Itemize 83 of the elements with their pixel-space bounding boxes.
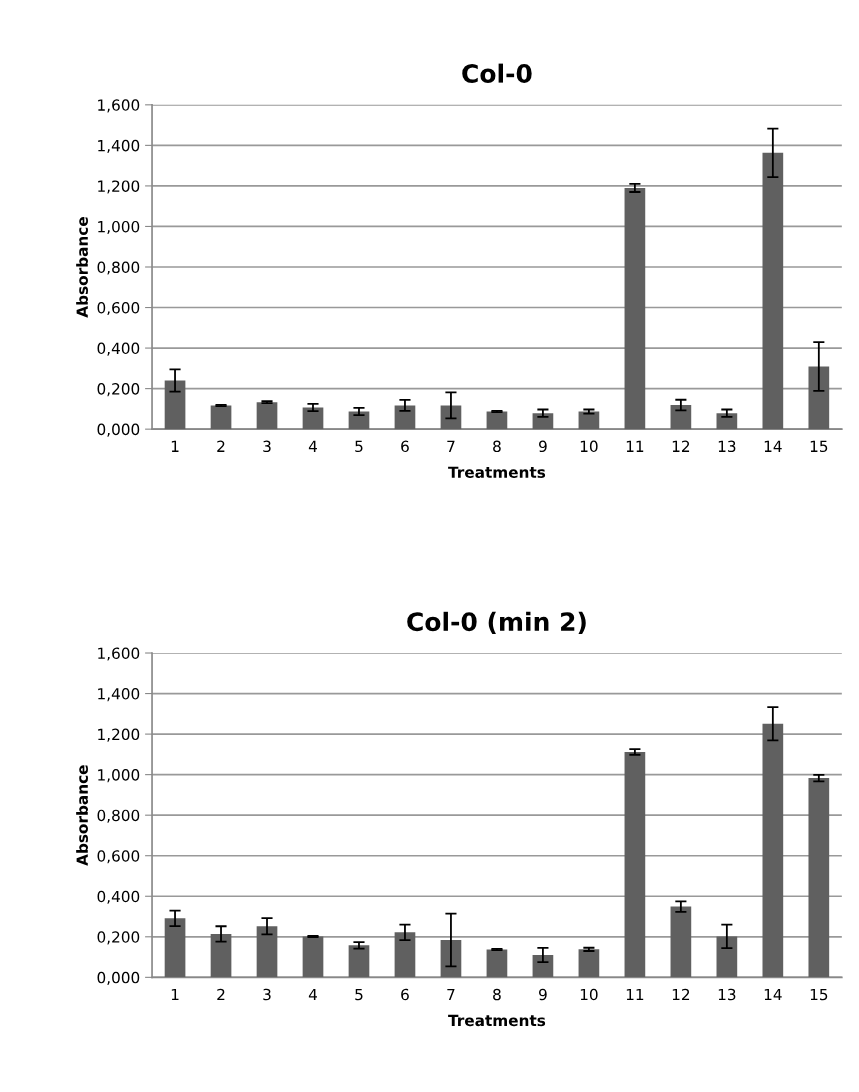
bar bbox=[164, 380, 186, 430]
chart-title: Col-0 (min 2) bbox=[407, 611, 586, 635]
bar bbox=[440, 405, 462, 430]
x-tick-label: 8 bbox=[493, 440, 501, 453]
y-tick-label: 0,600 bbox=[97, 302, 140, 316]
bar bbox=[164, 918, 186, 978]
bar bbox=[394, 405, 416, 430]
bar bbox=[532, 413, 554, 430]
bar bbox=[716, 936, 738, 978]
x-tick-label: 11 bbox=[626, 440, 644, 452]
y-tick-label: 0,000 bbox=[97, 971, 140, 985]
bar bbox=[762, 723, 784, 978]
x-tick-label: 7 bbox=[447, 988, 455, 1001]
x-tick-label: 14 bbox=[764, 988, 782, 1001]
bar bbox=[808, 778, 830, 978]
x-tick-label: 2 bbox=[217, 440, 225, 452]
x-tick-label: 8 bbox=[493, 988, 501, 1001]
x-tick-label: 10 bbox=[580, 440, 598, 453]
y-tick-label: 1,200 bbox=[98, 180, 140, 194]
x-tick-label: 2 bbox=[217, 988, 225, 1001]
bar bbox=[486, 411, 508, 430]
y-tick-label: 1,200 bbox=[98, 728, 140, 742]
y-tick-label: 1,400 bbox=[98, 139, 140, 153]
x-tick-label: 1 bbox=[171, 440, 179, 452]
y-tick-label: 0,000 bbox=[97, 423, 140, 437]
y-tick-label: 0,200 bbox=[97, 383, 140, 397]
bar bbox=[302, 936, 324, 978]
y-axis-title: Absorbance bbox=[76, 217, 88, 318]
x-tick-label: 5 bbox=[355, 440, 363, 453]
bar bbox=[256, 402, 278, 430]
chart-title: Col-0 bbox=[462, 63, 532, 83]
y-tick-label: 0,400 bbox=[97, 342, 140, 356]
y-tick-label: 0,600 bbox=[97, 850, 140, 864]
y-tick-label: 0,400 bbox=[97, 890, 140, 904]
bar bbox=[302, 407, 324, 430]
y-tick-label: 1,400 bbox=[98, 688, 140, 702]
x-tick-label: 14 bbox=[764, 440, 782, 452]
bar bbox=[394, 932, 416, 978]
bar bbox=[624, 187, 646, 430]
x-tick-label: 13 bbox=[718, 440, 736, 453]
x-tick-label: 13 bbox=[718, 988, 736, 1001]
x-tick-label: 6 bbox=[401, 988, 409, 1001]
bar bbox=[532, 955, 554, 978]
bar bbox=[578, 411, 600, 430]
x-axis-title: Treatments bbox=[448, 1014, 546, 1027]
bar bbox=[486, 949, 508, 978]
x-tick-label: 1 bbox=[171, 988, 179, 1001]
x-tick-label: 9 bbox=[539, 988, 547, 1001]
x-tick-label: 12 bbox=[672, 440, 690, 452]
x-axis-title: Treatments bbox=[448, 466, 546, 478]
y-axis-title: Absorbance bbox=[76, 765, 88, 866]
x-tick-label: 12 bbox=[672, 988, 690, 1001]
x-tick-label: 10 bbox=[580, 988, 598, 1001]
y-tick-label: 1,600 bbox=[98, 647, 140, 661]
y-tick-label: 1,600 bbox=[98, 99, 140, 113]
bar bbox=[624, 751, 646, 978]
x-tick-label: 7 bbox=[447, 440, 455, 452]
bar bbox=[440, 940, 462, 978]
x-tick-label: 9 bbox=[539, 440, 547, 453]
bar bbox=[670, 906, 692, 978]
bar bbox=[578, 949, 600, 978]
y-tick-label: 1,000 bbox=[98, 220, 140, 235]
y-tick-label: 1,000 bbox=[98, 769, 140, 783]
bar bbox=[210, 405, 232, 430]
bar bbox=[762, 152, 784, 430]
bar bbox=[808, 366, 830, 430]
bar bbox=[348, 945, 370, 978]
x-tick-label: 3 bbox=[263, 988, 271, 1001]
x-tick-label: 4 bbox=[308, 440, 317, 452]
x-tick-label: 3 bbox=[263, 440, 271, 453]
y-tick-label: 0,800 bbox=[97, 261, 140, 275]
bar bbox=[716, 413, 738, 430]
x-tick-label: 15 bbox=[810, 988, 828, 1001]
y-tick-label: 0,200 bbox=[97, 931, 140, 945]
bar bbox=[210, 933, 232, 978]
x-tick-label: 11 bbox=[626, 988, 644, 1001]
x-tick-label: 6 bbox=[401, 440, 409, 453]
x-tick-label: 4 bbox=[308, 988, 317, 1001]
x-tick-label: 5 bbox=[355, 988, 363, 1001]
x-tick-label: 15 bbox=[810, 440, 828, 453]
y-tick-label: 0,800 bbox=[97, 809, 140, 823]
bar bbox=[670, 405, 692, 430]
bar bbox=[256, 926, 278, 978]
